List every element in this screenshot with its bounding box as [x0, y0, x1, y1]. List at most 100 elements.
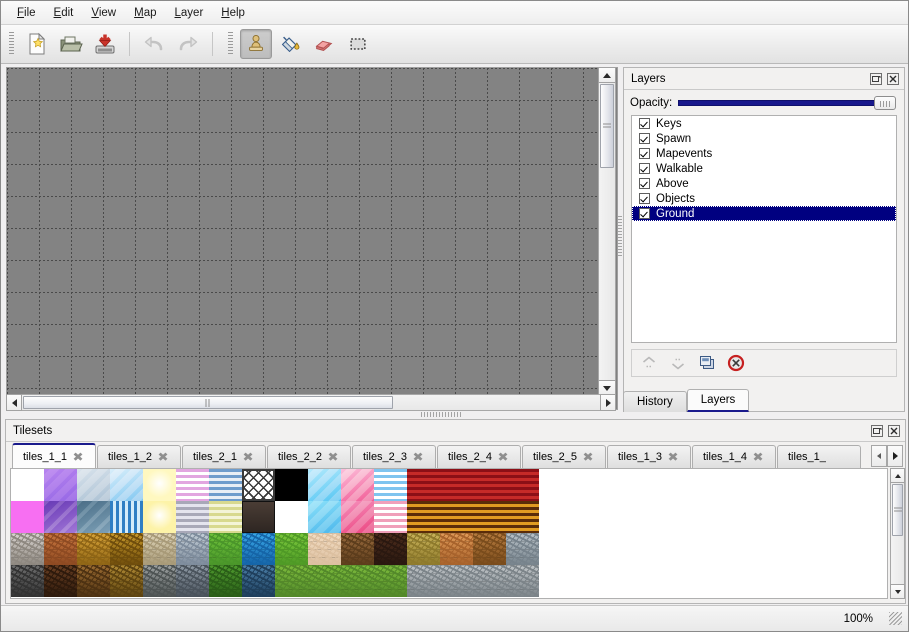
- menu-item-layer[interactable]: Layer: [174, 6, 204, 19]
- tileset-tile[interactable]: [176, 533, 209, 565]
- tileset-tab-close-icon[interactable]: ✖: [752, 450, 764, 464]
- tileset-tile[interactable]: [77, 565, 110, 597]
- tileset-tab-tiles_2_5[interactable]: tiles_2_5 ✖: [522, 445, 606, 468]
- tileset-tab-close-icon[interactable]: ✖: [667, 450, 679, 464]
- tileset-tile[interactable]: [506, 565, 539, 597]
- tileset-tab-tiles_2_1[interactable]: tiles_2_1 ✖: [182, 445, 266, 468]
- duplicate-layer-button[interactable]: [697, 353, 717, 373]
- tileset-tile[interactable]: [407, 469, 440, 501]
- float-icon[interactable]: [870, 424, 884, 438]
- tileset-tab-close-icon[interactable]: ✖: [582, 450, 594, 464]
- tileset-tile[interactable]: [440, 565, 473, 597]
- tileset-scroll-up-button[interactable]: [890, 468, 905, 483]
- tileset-tile[interactable]: [374, 565, 407, 597]
- redo-button[interactable]: [172, 29, 204, 59]
- tileset-tile[interactable]: [11, 533, 44, 565]
- tileset-vertical-scrollbar[interactable]: [890, 468, 905, 599]
- tileset-tile[interactable]: [176, 469, 209, 501]
- tileset-tile[interactable]: [176, 565, 209, 597]
- tileset-tile[interactable]: [143, 501, 176, 533]
- layer-visibility-checkbox[interactable]: [639, 178, 650, 189]
- tileset-tile[interactable]: [242, 533, 275, 565]
- tileset-tab-tiles_2_3[interactable]: tiles_2_3 ✖: [352, 445, 436, 468]
- tileset-tile[interactable]: [242, 565, 275, 597]
- tileset-tile[interactable]: [77, 533, 110, 565]
- tileset-tile[interactable]: [308, 533, 341, 565]
- stamp-tool-button[interactable]: [240, 29, 272, 59]
- dock-tab-layers[interactable]: Layers: [686, 389, 750, 412]
- layer-visibility-checkbox[interactable]: [639, 208, 650, 219]
- tileset-tile[interactable]: [11, 565, 44, 597]
- tileset-tile[interactable]: [440, 469, 473, 501]
- tileset-tile[interactable]: [110, 565, 143, 597]
- open-map-button[interactable]: [55, 29, 87, 59]
- layer-visibility-checkbox[interactable]: [639, 193, 650, 204]
- map-vertical-scroll-thumb[interactable]: [600, 84, 614, 168]
- tileset-tile[interactable]: [506, 533, 539, 565]
- menu-item-map[interactable]: Map: [134, 6, 157, 19]
- tileset-tab-close-icon[interactable]: ✖: [157, 450, 169, 464]
- new-map-button[interactable]: [21, 29, 53, 59]
- tileset-tab-tiles_1_1[interactable]: tiles_1_1 ✖: [12, 443, 96, 468]
- tileset-tabs-scroll-left-button[interactable]: [871, 445, 887, 467]
- opacity-slider-handle[interactable]: [874, 96, 896, 110]
- tileset-tab-close-icon[interactable]: ✖: [72, 449, 84, 464]
- move-layer-up-button[interactable]: [639, 353, 659, 373]
- tools-drag-grip[interactable]: [226, 32, 235, 56]
- tileset-tile[interactable]: [407, 533, 440, 565]
- tileset-tile[interactable]: [440, 501, 473, 533]
- tileset-tab-close-icon[interactable]: ✖: [412, 450, 424, 464]
- tileset-tile[interactable]: [506, 469, 539, 501]
- tileset-tile[interactable]: [374, 469, 407, 501]
- toolbar-drag-grip[interactable]: [7, 32, 16, 56]
- layer-row[interactable]: Spawn: [632, 131, 896, 146]
- tileset-tile[interactable]: [275, 533, 308, 565]
- tileset-tile[interactable]: [44, 501, 77, 533]
- tileset-tab-tiles_1_3[interactable]: tiles_1_3 ✖: [607, 445, 691, 468]
- save-map-button[interactable]: [89, 29, 121, 59]
- tileset-tile[interactable]: [176, 501, 209, 533]
- layer-row[interactable]: Above: [632, 176, 896, 191]
- tileset-tile[interactable]: [341, 469, 374, 501]
- tileset-tile[interactable]: [11, 501, 44, 533]
- tileset-tab-tiles_1_4[interactable]: tiles_1_4 ✖: [692, 445, 776, 468]
- tileset-tile[interactable]: [407, 565, 440, 597]
- vertical-splitter-grip[interactable]: [618, 216, 622, 256]
- tileset-tab-close-icon[interactable]: ✖: [497, 450, 509, 464]
- tileset-tile[interactable]: [473, 565, 506, 597]
- layer-visibility-checkbox[interactable]: [639, 118, 650, 129]
- tileset-tile[interactable]: [308, 469, 341, 501]
- tileset-tile[interactable]: [275, 501, 308, 533]
- tileset-tile[interactable]: [341, 533, 374, 565]
- tileset-tile[interactable]: [44, 533, 77, 565]
- tileset-tile[interactable]: [242, 501, 275, 533]
- tileset-vertical-scroll-thumb[interactable]: [892, 484, 903, 536]
- menu-item-help[interactable]: Help: [221, 6, 245, 19]
- tileset-tile[interactable]: [374, 533, 407, 565]
- select-tool-button[interactable]: [342, 29, 374, 59]
- tileset-tile[interactable]: [242, 469, 275, 501]
- tileset-tile[interactable]: [473, 469, 506, 501]
- layer-visibility-checkbox[interactable]: [639, 163, 650, 174]
- layer-visibility-checkbox[interactable]: [639, 148, 650, 159]
- tileset-tile[interactable]: [341, 565, 374, 597]
- layer-row[interactable]: Mapevents: [632, 146, 896, 161]
- tileset-tile[interactable]: [209, 565, 242, 597]
- layer-row[interactable]: Keys: [632, 116, 896, 131]
- tileset-tile[interactable]: [11, 469, 44, 501]
- tileset-tile[interactable]: [110, 469, 143, 501]
- tileset-tile[interactable]: [473, 533, 506, 565]
- tileset-tile[interactable]: [77, 469, 110, 501]
- tileset-tab-tiles_1_2[interactable]: tiles_1_2 ✖: [97, 445, 181, 468]
- map-canvas-frame[interactable]: [6, 67, 618, 410]
- fill-tool-button[interactable]: [274, 29, 306, 59]
- close-icon[interactable]: [887, 424, 901, 438]
- tileset-tile[interactable]: [143, 469, 176, 501]
- move-layer-down-button[interactable]: [668, 353, 688, 373]
- delete-layer-button[interactable]: [726, 353, 746, 373]
- layer-row[interactable]: Ground: [632, 206, 896, 221]
- tileset-tab-close-icon[interactable]: ✖: [327, 450, 339, 464]
- map-horizontal-scroll-thumb[interactable]: [23, 396, 393, 409]
- layer-list[interactable]: Keys Spawn Mapevents Walkable Above Objects Gr…: [631, 115, 897, 343]
- horizontal-splitter-grip[interactable]: [421, 412, 461, 417]
